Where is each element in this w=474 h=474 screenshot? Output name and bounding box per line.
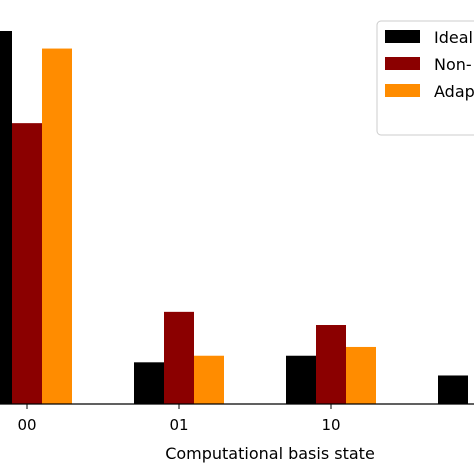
bar-non-10 [316,325,346,404]
bar-adap-00 [42,48,72,404]
legend-label: Ideal [434,28,473,47]
legend-swatch [385,84,420,97]
x-ticks: 00011011 [17,404,474,434]
x-tick-label: 00 [17,416,36,434]
x-axis-label: Computational basis state [165,444,375,463]
legend-frame [376,20,474,136]
bar-ideal-11 [438,375,468,404]
bar-ideal-10 [286,355,316,404]
bar-non-00 [12,123,42,404]
bar-adap-10 [346,346,376,404]
legend-swatch [385,57,420,70]
bar-ideal-01 [134,362,164,404]
bar-adap-01 [194,355,224,404]
legend-swatch [385,30,420,43]
bars-layer [0,31,468,404]
legend-label: Non- [434,55,472,74]
bar-ideal-00 [0,31,12,404]
x-tick-label: 01 [169,416,188,434]
x-tick-label: 10 [321,416,340,434]
bar-non-01 [164,311,194,404]
legend-label: Adap [434,82,474,101]
legend: Ideal Non- Adap [376,20,474,136]
